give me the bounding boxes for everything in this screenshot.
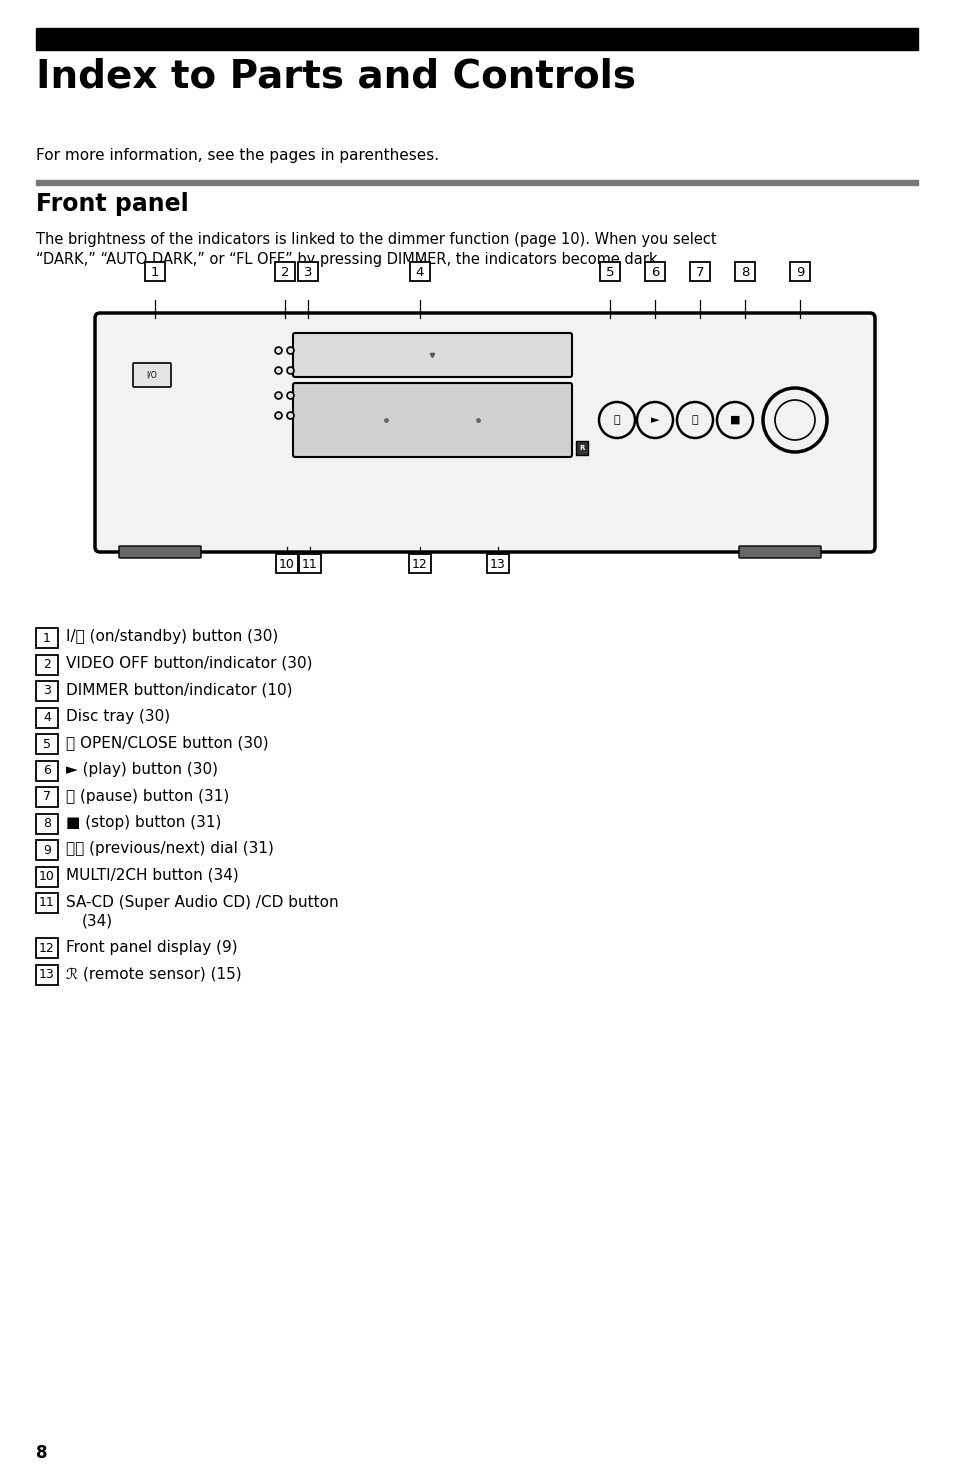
Text: ⏮⏭ (previous/next) dial (31): ⏮⏭ (previous/next) dial (31) [66,841,274,857]
Text: Disc tray (30): Disc tray (30) [66,709,170,724]
Bar [36,734,58,753]
Text: I/⏻ (on/standby) button (30): I/⏻ (on/standby) button (30) [66,629,278,645]
Text: I/O: I/O [147,371,157,380]
Text: “DARK,” “AUTO DARK,” or “FL OFF” by pressing DIMMER, the indicators become dark.: “DARK,” “AUTO DARK,” or “FL OFF” by pres… [36,252,661,267]
Bar [36,681,58,701]
Text: 9: 9 [43,844,51,857]
Bar [36,814,58,833]
Bar [410,262,430,280]
Text: For more information, see the pages in parentheses.: For more information, see the pages in p… [36,148,438,163]
Text: 5: 5 [605,265,614,279]
Text: ℛ (remote sensor) (15): ℛ (remote sensor) (15) [66,965,241,982]
Text: 7: 7 [43,790,51,804]
Text: ►: ► [650,415,659,426]
Bar [486,555,509,572]
Text: 3: 3 [303,265,312,279]
Text: ► (play) button (30): ► (play) button (30) [66,762,218,777]
Text: 12: 12 [412,558,428,571]
FancyBboxPatch shape [293,383,572,457]
Text: 13: 13 [490,558,505,571]
FancyBboxPatch shape [739,546,821,558]
Text: VIDEO OFF button/indicator (30): VIDEO OFF button/indicator (30) [66,655,313,670]
Text: Index to Parts and Controls: Index to Parts and Controls [36,58,636,96]
Bar [36,761,58,780]
Text: ⦾ OPEN/CLOSE button (30): ⦾ OPEN/CLOSE button (30) [66,736,269,750]
Text: 7: 7 [695,265,703,279]
Text: ⏸ (pause) button (31): ⏸ (pause) button (31) [66,789,229,804]
Bar [36,893,58,914]
Bar [274,262,294,280]
Text: 10: 10 [279,558,294,571]
FancyBboxPatch shape [132,363,171,387]
Text: 13: 13 [39,968,55,982]
Text: 11: 11 [302,558,317,571]
Text: ■: ■ [729,415,740,426]
Text: 9: 9 [795,265,803,279]
Text: 10: 10 [39,871,55,882]
Text: 12: 12 [39,942,55,955]
Bar [689,262,709,280]
Bar [409,555,431,572]
Text: 3: 3 [43,685,51,697]
Bar [36,787,58,807]
Bar [599,262,619,280]
Bar [36,866,58,887]
Text: DIMMER button/indicator (10): DIMMER button/indicator (10) [66,682,293,697]
Text: 2: 2 [280,265,289,279]
Bar [36,707,58,728]
Text: R: R [578,445,584,451]
Bar [145,262,165,280]
Bar [36,939,58,958]
Text: 8: 8 [43,817,51,830]
Bar [36,654,58,675]
Text: 11: 11 [39,897,55,909]
Text: SA-CD (Super Audio CD) /CD button: SA-CD (Super Audio CD) /CD button [66,894,338,909]
Text: 1: 1 [151,265,159,279]
Bar [36,28,917,50]
Text: ⏸: ⏸ [691,415,698,426]
Text: Front panel display (9): Front panel display (9) [66,940,237,955]
Text: ⦾: ⦾ [613,415,619,426]
Text: 1: 1 [43,632,51,645]
Bar [298,555,320,572]
Text: 8: 8 [740,265,748,279]
Bar [275,555,297,572]
Text: ■ (stop) button (31): ■ (stop) button (31) [66,816,221,830]
Bar [36,839,58,860]
Bar [36,964,58,985]
Bar [36,179,917,185]
Bar [734,262,754,280]
Text: (34): (34) [82,914,113,928]
Text: MULTI/2CH button (34): MULTI/2CH button (34) [66,868,238,882]
Text: 8: 8 [36,1444,48,1462]
Bar [576,440,587,455]
Bar [644,262,664,280]
Text: 4: 4 [43,710,51,724]
Text: 4: 4 [416,265,424,279]
FancyBboxPatch shape [119,546,201,558]
FancyBboxPatch shape [95,313,874,552]
Bar [36,627,58,648]
FancyBboxPatch shape [293,334,572,377]
Bar [297,262,317,280]
Text: Front panel: Front panel [36,191,189,217]
Text: 2: 2 [43,658,51,670]
Text: 6: 6 [43,764,51,777]
Bar [789,262,809,280]
Text: 6: 6 [650,265,659,279]
Text: 5: 5 [43,737,51,750]
Text: The brightness of the indicators is linked to the dimmer function (page 10). Whe: The brightness of the indicators is link… [36,231,716,248]
